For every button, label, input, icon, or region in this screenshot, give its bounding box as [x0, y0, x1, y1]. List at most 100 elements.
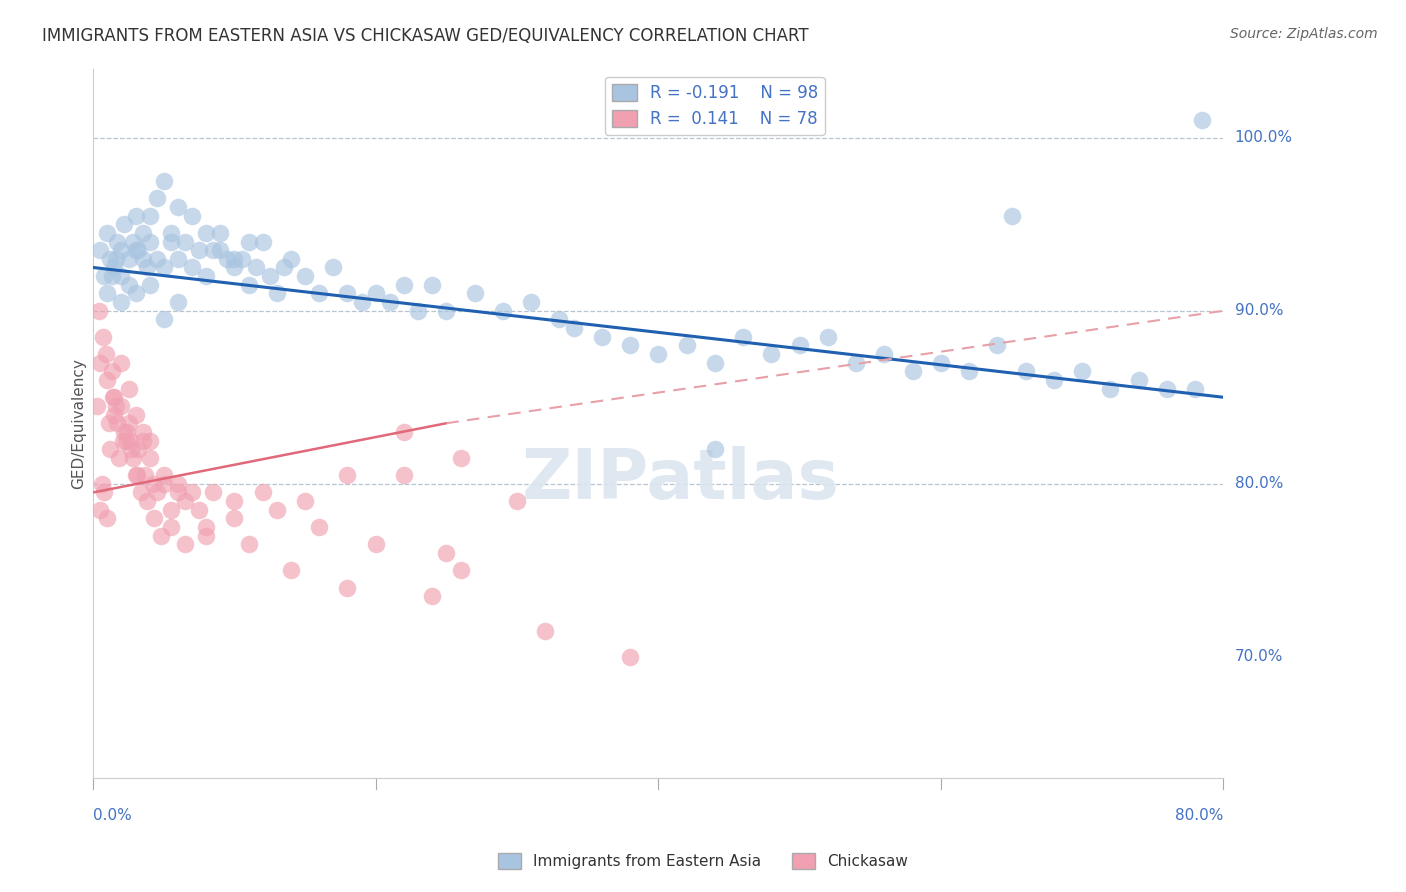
Point	[135, 494, 157, 508]
Point	[120, 442, 142, 457]
Point	[181, 260, 204, 275]
Point	[138, 209, 160, 223]
Point	[195, 269, 218, 284]
Point	[174, 235, 197, 249]
Point	[789, 338, 811, 352]
Point	[873, 347, 896, 361]
Point	[167, 295, 190, 310]
Point	[322, 260, 344, 275]
Point	[91, 329, 114, 343]
Point	[112, 217, 135, 231]
Point	[217, 252, 239, 266]
Point	[845, 356, 868, 370]
Point	[392, 277, 415, 292]
Point	[100, 269, 122, 284]
Text: 80.0%: 80.0%	[1175, 808, 1223, 823]
Point	[174, 537, 197, 551]
Point	[294, 494, 316, 508]
Point	[259, 269, 281, 284]
Point	[89, 356, 111, 370]
Point	[392, 468, 415, 483]
Point	[118, 434, 141, 448]
Point	[181, 209, 204, 223]
Point	[110, 243, 132, 257]
Point	[121, 450, 143, 465]
Point	[167, 485, 190, 500]
Point	[364, 286, 387, 301]
Point	[252, 235, 274, 249]
Point	[336, 581, 359, 595]
Point	[96, 373, 118, 387]
Legend: R = -0.191    N = 98, R =  0.141    N = 78: R = -0.191 N = 98, R = 0.141 N = 78	[605, 77, 825, 135]
Point	[506, 494, 529, 508]
Point	[181, 485, 204, 500]
Point	[153, 476, 176, 491]
Point	[209, 226, 232, 240]
Point	[97, 416, 120, 430]
Point	[131, 434, 153, 448]
Point	[1156, 382, 1178, 396]
Point	[1000, 209, 1022, 223]
Point	[138, 434, 160, 448]
Point	[98, 252, 121, 266]
Point	[647, 347, 669, 361]
Point	[105, 235, 128, 249]
Point	[675, 338, 697, 352]
Point	[141, 476, 163, 491]
Point	[101, 390, 124, 404]
Point	[619, 649, 641, 664]
Point	[434, 303, 457, 318]
Point	[114, 434, 136, 448]
Point	[202, 485, 225, 500]
Point	[378, 295, 401, 310]
Point	[308, 286, 330, 301]
Text: 100.0%: 100.0%	[1234, 130, 1292, 145]
Point	[150, 529, 173, 543]
Point	[87, 303, 110, 318]
Point	[1191, 113, 1213, 128]
Point	[1184, 382, 1206, 396]
Point	[280, 563, 302, 577]
Point	[117, 277, 139, 292]
Point	[110, 295, 132, 310]
Point	[450, 450, 472, 465]
Point	[124, 243, 146, 257]
Point	[761, 347, 783, 361]
Point	[209, 243, 232, 257]
Point	[224, 260, 246, 275]
Point	[145, 252, 167, 266]
Point	[591, 329, 613, 343]
Point	[986, 338, 1008, 352]
Text: 90.0%: 90.0%	[1234, 303, 1284, 318]
Point	[434, 546, 457, 560]
Point	[703, 442, 725, 457]
Point	[420, 277, 443, 292]
Point	[124, 286, 146, 301]
Point	[901, 364, 924, 378]
Point	[96, 226, 118, 240]
Point	[231, 252, 253, 266]
Text: 0.0%: 0.0%	[93, 808, 132, 823]
Point	[93, 269, 115, 284]
Point	[124, 408, 146, 422]
Point	[534, 624, 557, 638]
Point	[195, 226, 218, 240]
Point	[103, 390, 125, 404]
Point	[121, 235, 143, 249]
Point	[138, 277, 160, 292]
Point	[336, 468, 359, 483]
Point	[160, 226, 183, 240]
Point	[188, 502, 211, 516]
Point	[124, 468, 146, 483]
Point	[238, 235, 260, 249]
Legend: Immigrants from Eastern Asia, Chickasaw: Immigrants from Eastern Asia, Chickasaw	[492, 847, 914, 875]
Point	[224, 252, 246, 266]
Point	[350, 295, 373, 310]
Text: 70.0%: 70.0%	[1234, 649, 1282, 665]
Point	[202, 243, 225, 257]
Point	[619, 338, 641, 352]
Point	[134, 468, 156, 483]
Point	[703, 356, 725, 370]
Point	[131, 252, 153, 266]
Point	[167, 252, 190, 266]
